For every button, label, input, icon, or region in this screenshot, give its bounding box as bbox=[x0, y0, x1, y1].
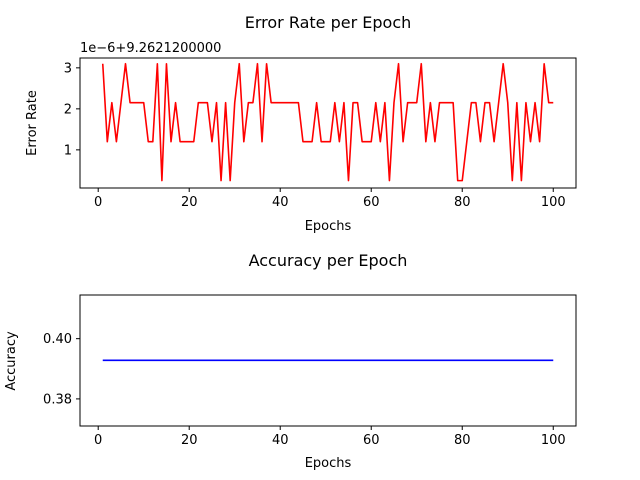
x-tick-label: 60 bbox=[363, 195, 380, 210]
x-tick-label: 40 bbox=[272, 433, 289, 448]
x-tick-label: 100 bbox=[541, 195, 566, 210]
x-tick-label: 20 bbox=[181, 433, 198, 448]
error-rate-title: Error Rate per Epoch bbox=[245, 13, 412, 32]
y-tick-label: 1 bbox=[64, 143, 72, 158]
y-tick-label: 0.40 bbox=[43, 332, 72, 347]
y-tick-label: 3 bbox=[64, 61, 72, 76]
accuracy-subplot: Accuracy per Epoch Epochs Accuracy 0 20 40… bbox=[4, 251, 577, 471]
x-tick-label: 60 bbox=[363, 433, 380, 448]
y-tick-label: 0.38 bbox=[43, 392, 72, 407]
accuracy-title: Accuracy per Epoch bbox=[249, 251, 408, 270]
error-rate-ylabel: Error Rate bbox=[25, 90, 40, 156]
accuracy-ticks: 0 20 40 60 80 100 0.38 0.40 bbox=[43, 332, 566, 448]
x-tick-label: 0 bbox=[94, 433, 102, 448]
x-tick-label: 0 bbox=[94, 195, 102, 210]
x-tick-label: 100 bbox=[541, 433, 566, 448]
error-rate-plot-area bbox=[101, 62, 554, 182]
accuracy-ylabel: Accuracy bbox=[4, 331, 19, 391]
y-tick-label: 2 bbox=[64, 102, 72, 117]
error-rate-axes-frame bbox=[79, 57, 577, 189]
x-tick-label: 80 bbox=[454, 195, 471, 210]
x-tick-label: 80 bbox=[454, 433, 471, 448]
x-tick-label: 20 bbox=[181, 195, 198, 210]
x-tick-label: 40 bbox=[272, 195, 289, 210]
error-rate-subplot: Error Rate per Epoch 1e−6+9.2621200000 E… bbox=[25, 13, 577, 234]
error-rate-ticks: 0 20 40 60 80 100 1 2 3 bbox=[64, 61, 566, 210]
error-rate-offset-label: 1e−6+9.2621200000 bbox=[80, 41, 221, 56]
series-line bbox=[101, 62, 554, 182]
accuracy-xlabel: Epochs bbox=[305, 456, 352, 471]
accuracy-axes-frame bbox=[79, 294, 577, 427]
error-rate-xlabel: Epochs bbox=[305, 219, 352, 234]
